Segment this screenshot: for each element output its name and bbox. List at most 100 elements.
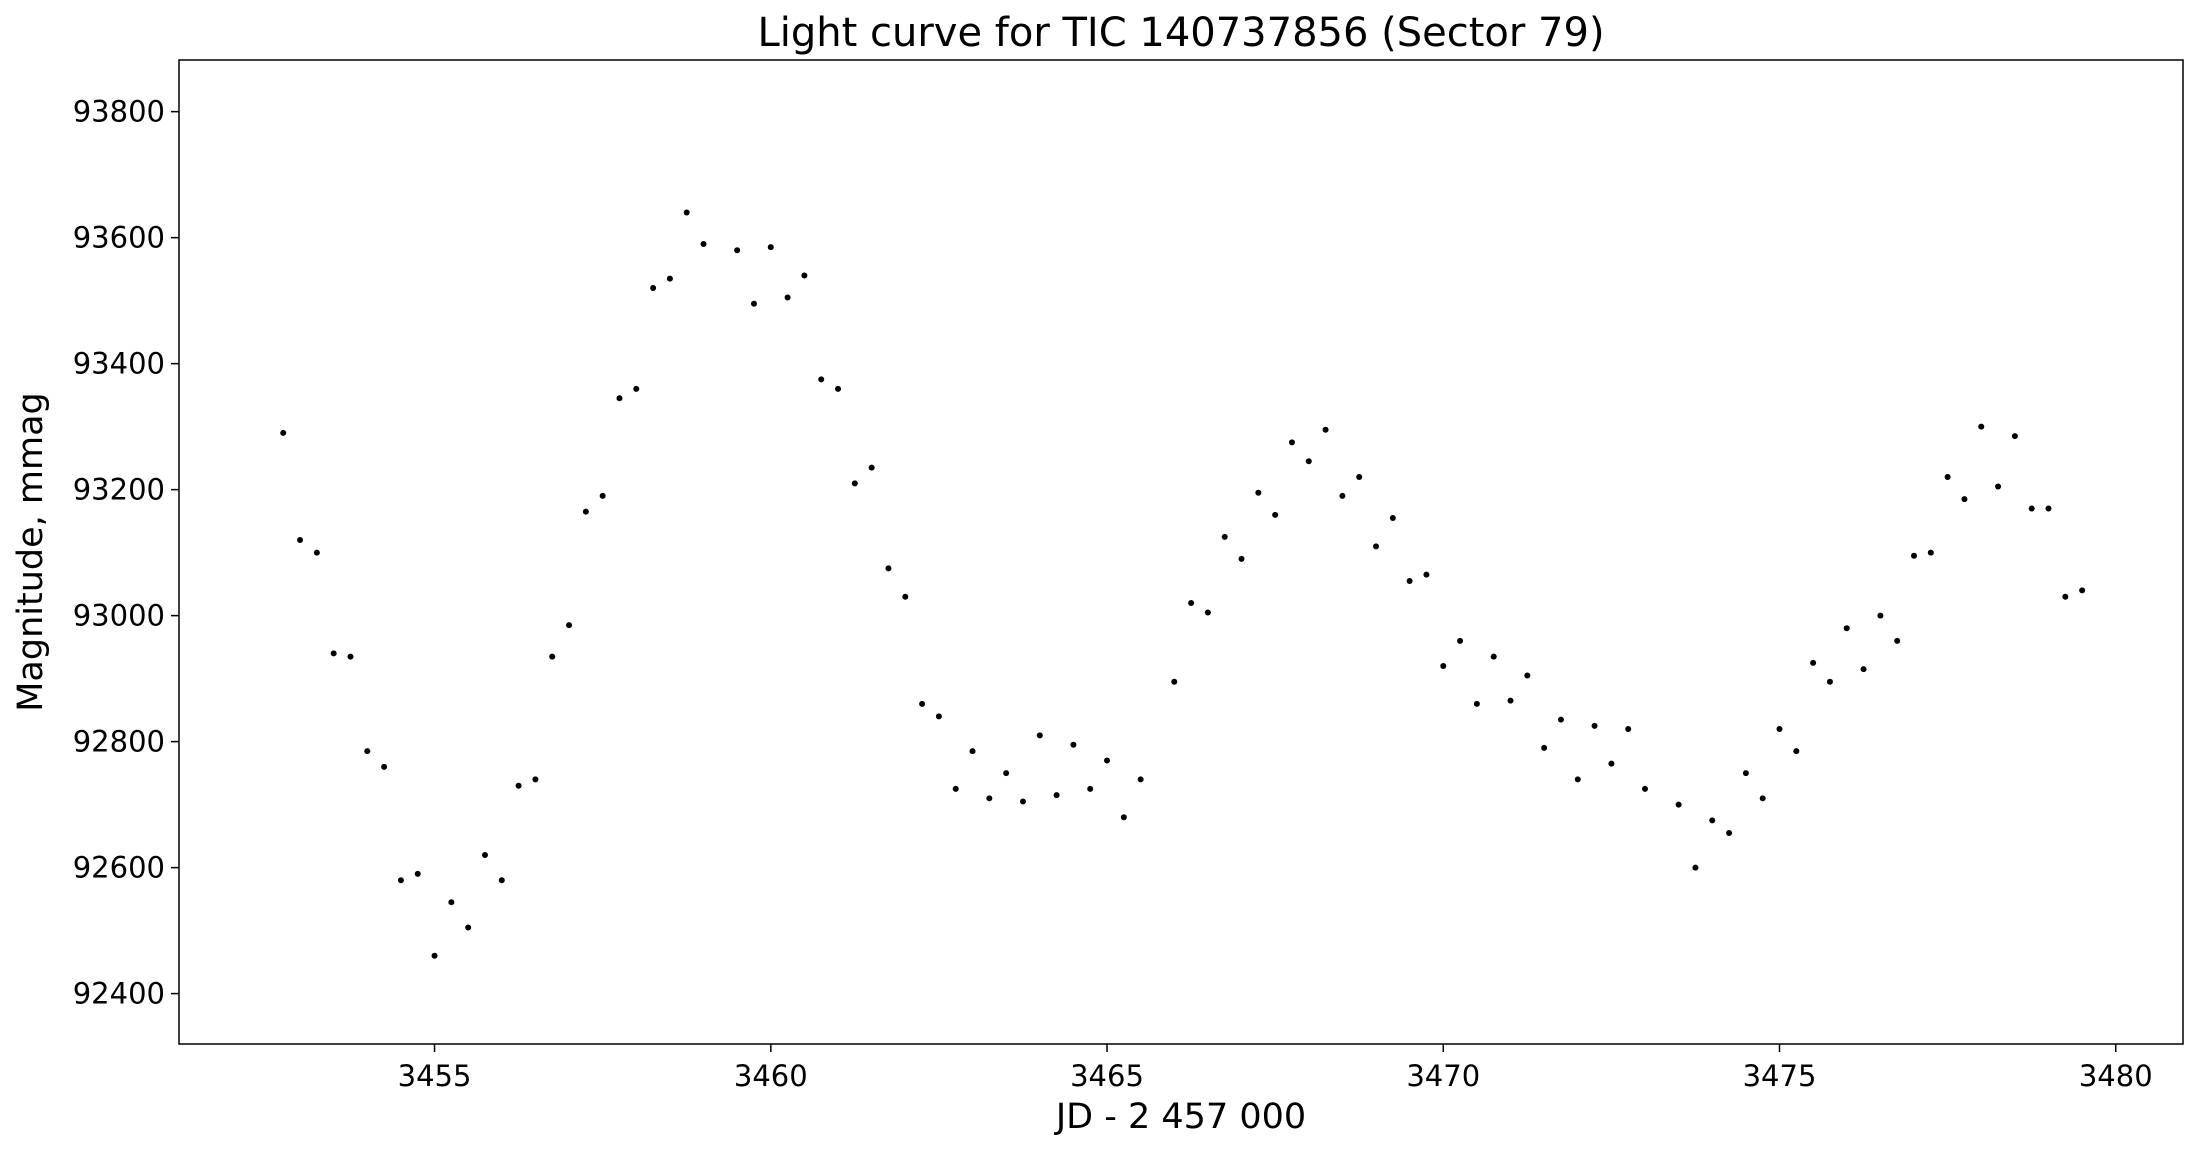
data-point	[1978, 423, 1985, 430]
data-point	[414, 870, 421, 877]
data-point	[1860, 666, 1867, 673]
data-point	[666, 275, 673, 282]
data-point	[498, 877, 505, 884]
data-point	[1373, 543, 1380, 550]
data-point	[1642, 785, 1649, 792]
chart-title: Light curve for TIC 140737856 (Sector 79…	[757, 10, 1604, 56]
data-point	[952, 785, 959, 792]
data-point	[1557, 716, 1564, 723]
data-point	[2028, 505, 2035, 512]
y-tick-label: 93400	[73, 347, 165, 381]
data-point	[599, 492, 606, 499]
data-point	[1204, 609, 1211, 616]
data-point	[1810, 659, 1817, 666]
data-point	[1440, 663, 1447, 670]
data-point	[851, 480, 858, 487]
data-point	[1171, 678, 1178, 685]
data-point	[818, 376, 825, 383]
data-point	[1255, 489, 1262, 496]
data-point	[280, 429, 287, 436]
data-point	[1137, 776, 1144, 783]
data-point	[1104, 757, 1111, 764]
data-point	[1541, 744, 1548, 751]
data-point	[902, 593, 909, 600]
data-point	[750, 300, 757, 307]
y-tick-label: 92600	[73, 851, 165, 885]
x-tick-label: 3455	[398, 1059, 472, 1093]
data-point	[1070, 741, 1077, 748]
data-point	[1490, 653, 1497, 660]
data-point	[683, 209, 690, 216]
data-point	[767, 244, 774, 251]
data-point	[1742, 770, 1749, 777]
data-point	[1188, 600, 1195, 607]
data-point	[1473, 700, 1480, 707]
x-tick-label: 3475	[1743, 1059, 1817, 1093]
x-tick-label: 3465	[1070, 1059, 1144, 1093]
data-point	[616, 395, 623, 402]
x-tick-label: 3470	[1406, 1059, 1480, 1093]
data-point	[1591, 722, 1598, 729]
data-point	[633, 385, 640, 392]
data-point	[1036, 732, 1043, 739]
data-point	[313, 549, 320, 556]
data-point	[448, 899, 455, 906]
data-point	[1894, 637, 1901, 644]
data-point	[1238, 555, 1245, 562]
data-point	[566, 622, 573, 629]
data-point	[2011, 433, 2018, 440]
y-tick-label: 93600	[73, 221, 165, 255]
data-point	[1423, 571, 1430, 578]
y-axis-label: Magnitude, mmag	[11, 392, 51, 712]
data-point	[734, 247, 741, 254]
data-point	[1272, 511, 1279, 518]
data-point	[297, 537, 304, 544]
data-point	[397, 877, 404, 884]
data-point	[1406, 577, 1413, 584]
data-point	[1911, 552, 1918, 559]
data-point	[2079, 587, 2086, 594]
data-point	[1608, 760, 1615, 767]
data-point	[1288, 439, 1295, 446]
x-axis-label: JD - 2 457 000	[1054, 1097, 1306, 1137]
data-point	[784, 294, 791, 301]
data-point	[1927, 549, 1934, 556]
data-point	[986, 795, 993, 802]
data-point	[1961, 496, 1968, 503]
data-point	[1053, 792, 1060, 799]
data-point	[1826, 678, 1833, 685]
data-point	[700, 240, 707, 247]
data-point	[1759, 795, 1766, 802]
data-point	[481, 852, 488, 859]
data-point	[1709, 817, 1716, 824]
data-point	[515, 782, 522, 789]
data-point	[935, 713, 942, 720]
data-point	[1305, 458, 1312, 465]
data-point	[1457, 637, 1464, 644]
data-point	[919, 700, 926, 707]
data-point	[1003, 770, 1010, 777]
data-point	[835, 385, 842, 392]
data-point	[969, 748, 976, 755]
data-point	[650, 285, 657, 292]
data-point	[868, 464, 875, 471]
data-point	[1726, 829, 1733, 836]
data-point	[1843, 625, 1850, 632]
y-tick-label: 93800	[73, 95, 165, 129]
data-point	[364, 748, 371, 755]
data-point	[465, 924, 472, 931]
data-point	[1019, 798, 1026, 805]
data-point	[549, 653, 556, 660]
y-tick-label: 92800	[73, 725, 165, 759]
data-point	[1322, 426, 1329, 433]
data-point	[2062, 593, 2069, 600]
plot-frame	[178, 59, 2184, 1045]
data-point	[1574, 776, 1581, 783]
data-point	[1339, 492, 1346, 499]
data-point	[1944, 474, 1951, 481]
data-point	[1389, 514, 1396, 521]
data-point	[1087, 785, 1094, 792]
data-point	[532, 776, 539, 783]
